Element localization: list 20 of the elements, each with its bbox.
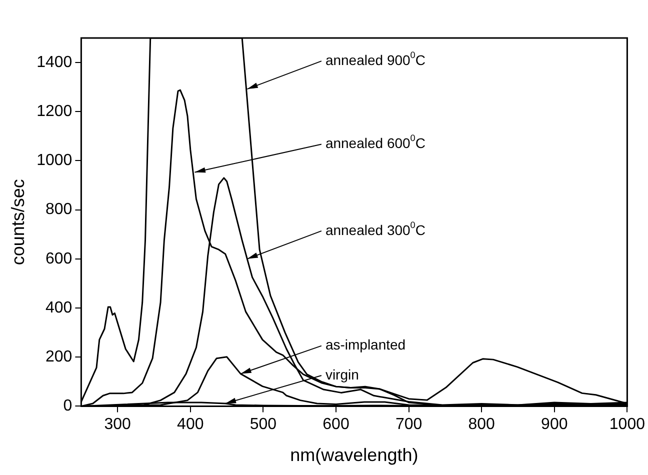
- x-tick-label: 900: [541, 416, 568, 434]
- x-tick-label: 300: [104, 416, 132, 434]
- y-axis-title: counts/sec: [8, 179, 28, 266]
- y-tick-label: 1000: [36, 152, 72, 170]
- y-tick-label: 200: [45, 348, 72, 366]
- x-tick-label: 500: [250, 416, 277, 434]
- y-tick-label: 600: [45, 250, 72, 268]
- y-tick-label: 0: [63, 398, 72, 415]
- y-tick-label: 1400: [36, 54, 72, 71]
- x-tick-label: 700: [395, 416, 422, 434]
- x-tick-label: 600: [322, 416, 350, 434]
- y-tick-label: 1200: [36, 103, 72, 120]
- x-tick-label: 800: [468, 416, 496, 434]
- y-tick-label: 400: [45, 299, 72, 316]
- y-tick-label: 800: [45, 201, 72, 218]
- x-tick-label: 1000: [609, 416, 646, 434]
- x-tick-label: 400: [177, 416, 204, 434]
- annotation: as-implanted: [325, 336, 406, 353]
- x-axis-title: nm(wavelength): [290, 445, 418, 466]
- annotation: virgin: [325, 366, 359, 382]
